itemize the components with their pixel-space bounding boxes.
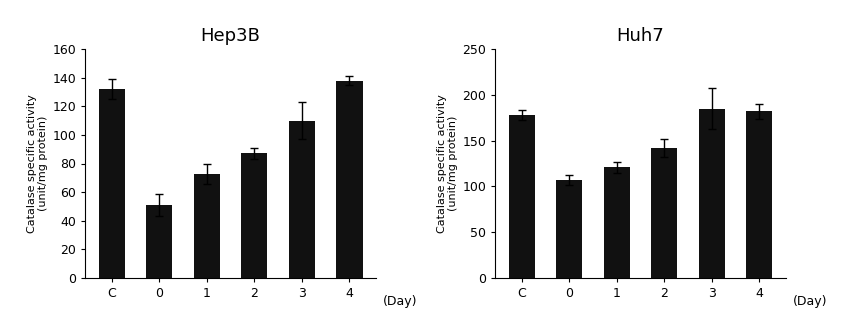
Text: (Day): (Day) (792, 295, 827, 308)
Bar (603, 167, 629, 278)
Bar (555, 180, 582, 278)
Bar (241, 153, 267, 278)
Y-axis label: Catalase specific activity
(unit/mg protein): Catalase specific activity (unit/mg prot… (26, 94, 49, 233)
Bar (288, 121, 315, 278)
Text: (Day): (Day) (382, 295, 417, 308)
Bar (146, 205, 172, 278)
Y-axis label: Catalase specific activity
(unit/mg protein): Catalase specific activity (unit/mg prot… (436, 94, 458, 233)
Bar (651, 148, 676, 278)
Bar (194, 174, 219, 278)
Bar (746, 111, 772, 278)
Bar (508, 115, 534, 278)
Title: Huh7: Huh7 (616, 27, 664, 45)
Bar (336, 80, 363, 278)
Bar (698, 109, 724, 278)
Bar (98, 89, 125, 278)
Title: Hep3B: Hep3B (200, 27, 260, 45)
